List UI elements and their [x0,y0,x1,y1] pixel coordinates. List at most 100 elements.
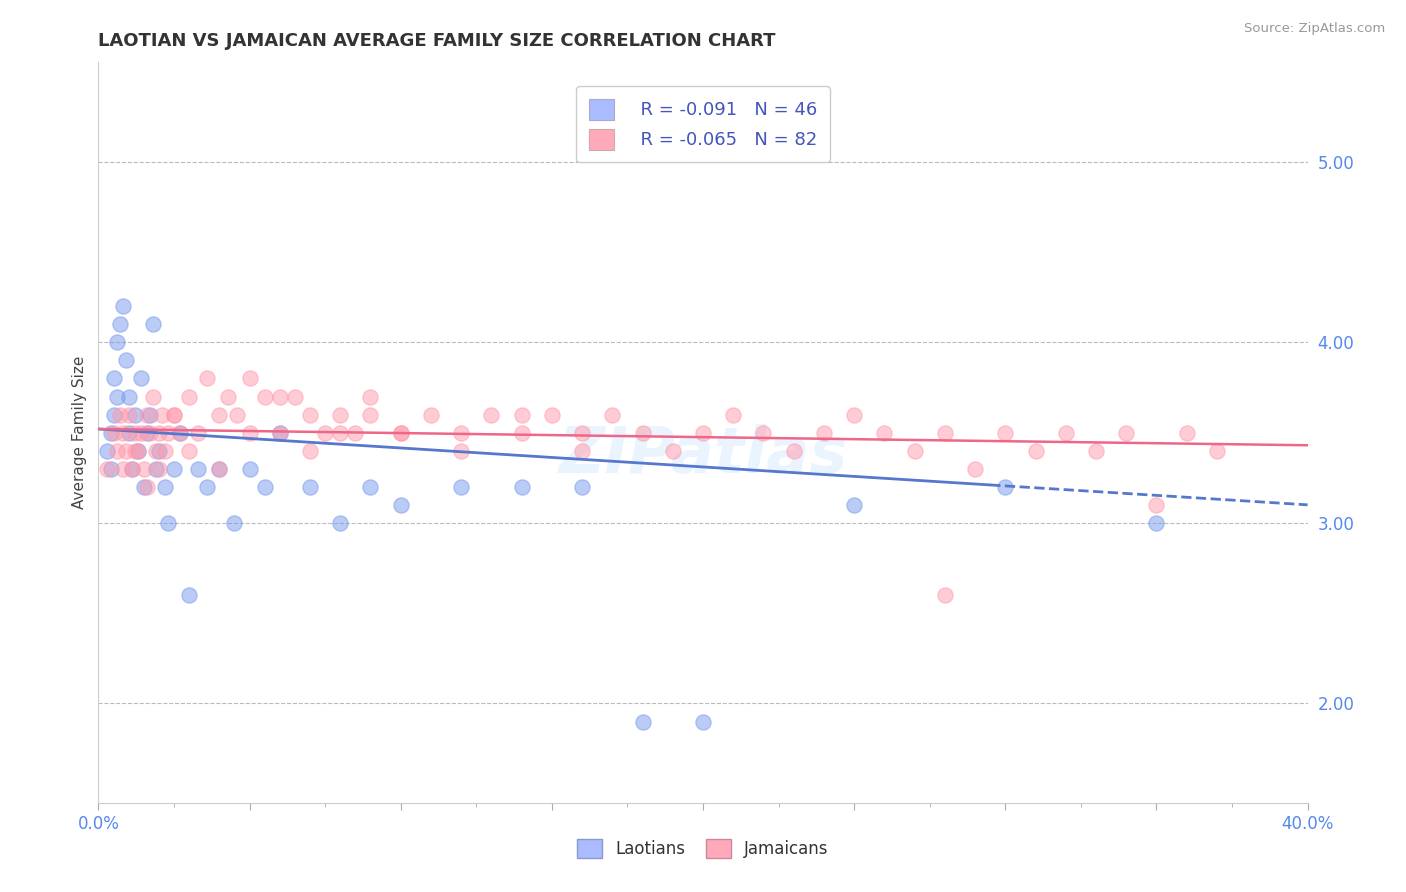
Point [179,588,201,602]
Point [169,425,191,440]
Point [692,714,714,729]
Point [752,425,775,440]
Point [571,425,593,440]
Point [217,390,239,404]
Point [156,425,179,440]
Point [510,425,533,440]
Point [163,408,186,422]
Point [1144,516,1167,530]
Point [510,408,533,422]
Point [602,408,624,422]
Point [145,461,167,475]
Point [96,461,118,475]
Point [103,425,125,440]
Point [510,480,533,494]
Point [631,425,654,440]
Point [1024,443,1046,458]
Point [723,408,745,422]
Point [844,498,866,512]
Point [994,480,1017,494]
Point [103,371,125,385]
Point [692,425,714,440]
Point [108,408,131,422]
Point [329,425,352,440]
Point [239,425,262,440]
Point [156,516,179,530]
Point [100,425,122,440]
Point [105,335,128,350]
Point [208,461,231,475]
Point [269,425,291,440]
Point [934,588,956,602]
Point [148,461,170,475]
Point [965,461,987,475]
Point [148,443,170,458]
Point [224,516,246,530]
Point [360,390,382,404]
Point [299,443,322,458]
Point [135,408,157,422]
Point [124,443,146,458]
Point [873,425,896,440]
Point [389,425,412,440]
Point [179,390,201,404]
Point [239,461,262,475]
Point [105,390,128,404]
Point [121,461,143,475]
Point [111,299,134,313]
Point [450,480,472,494]
Point [239,371,262,385]
Point [105,443,128,458]
Point [389,425,412,440]
Point [253,390,276,404]
Point [571,443,593,458]
Point [420,408,443,422]
Point [994,425,1017,440]
Point [1144,498,1167,512]
Point [142,390,165,404]
Point [169,425,191,440]
Point [1115,425,1137,440]
Point [661,443,683,458]
Point [299,480,322,494]
Point [450,443,472,458]
Point [226,408,249,422]
Point [148,425,170,440]
Point [208,461,231,475]
Point [481,408,503,422]
Point [360,408,382,422]
Point [163,461,186,475]
Point [145,443,167,458]
Point [187,425,209,440]
Legend: Laotians, Jamaicans: Laotians, Jamaicans [571,833,835,865]
Point [208,408,231,422]
Point [195,371,218,385]
Point [118,408,141,422]
Point [100,461,122,475]
Point [111,461,134,475]
Point [124,408,146,422]
Point [269,390,291,404]
Point [96,443,118,458]
Point [783,443,806,458]
Point [329,516,352,530]
Point [111,425,134,440]
Point [195,480,218,494]
Point [114,353,136,368]
Point [153,480,176,494]
Point [135,480,157,494]
Point [129,425,152,440]
Point [269,425,291,440]
Point [103,408,125,422]
Text: ZIPatlas: ZIPatlas [558,424,848,486]
Point [934,425,956,440]
Point [314,425,336,440]
Point [127,443,149,458]
Point [360,480,382,494]
Point [132,480,155,494]
Point [150,408,173,422]
Text: LAOTIAN VS JAMAICAN AVERAGE FAMILY SIZE CORRELATION CHART: LAOTIAN VS JAMAICAN AVERAGE FAMILY SIZE … [98,32,776,50]
Point [187,461,209,475]
Point [163,408,186,422]
Point [1054,425,1077,440]
